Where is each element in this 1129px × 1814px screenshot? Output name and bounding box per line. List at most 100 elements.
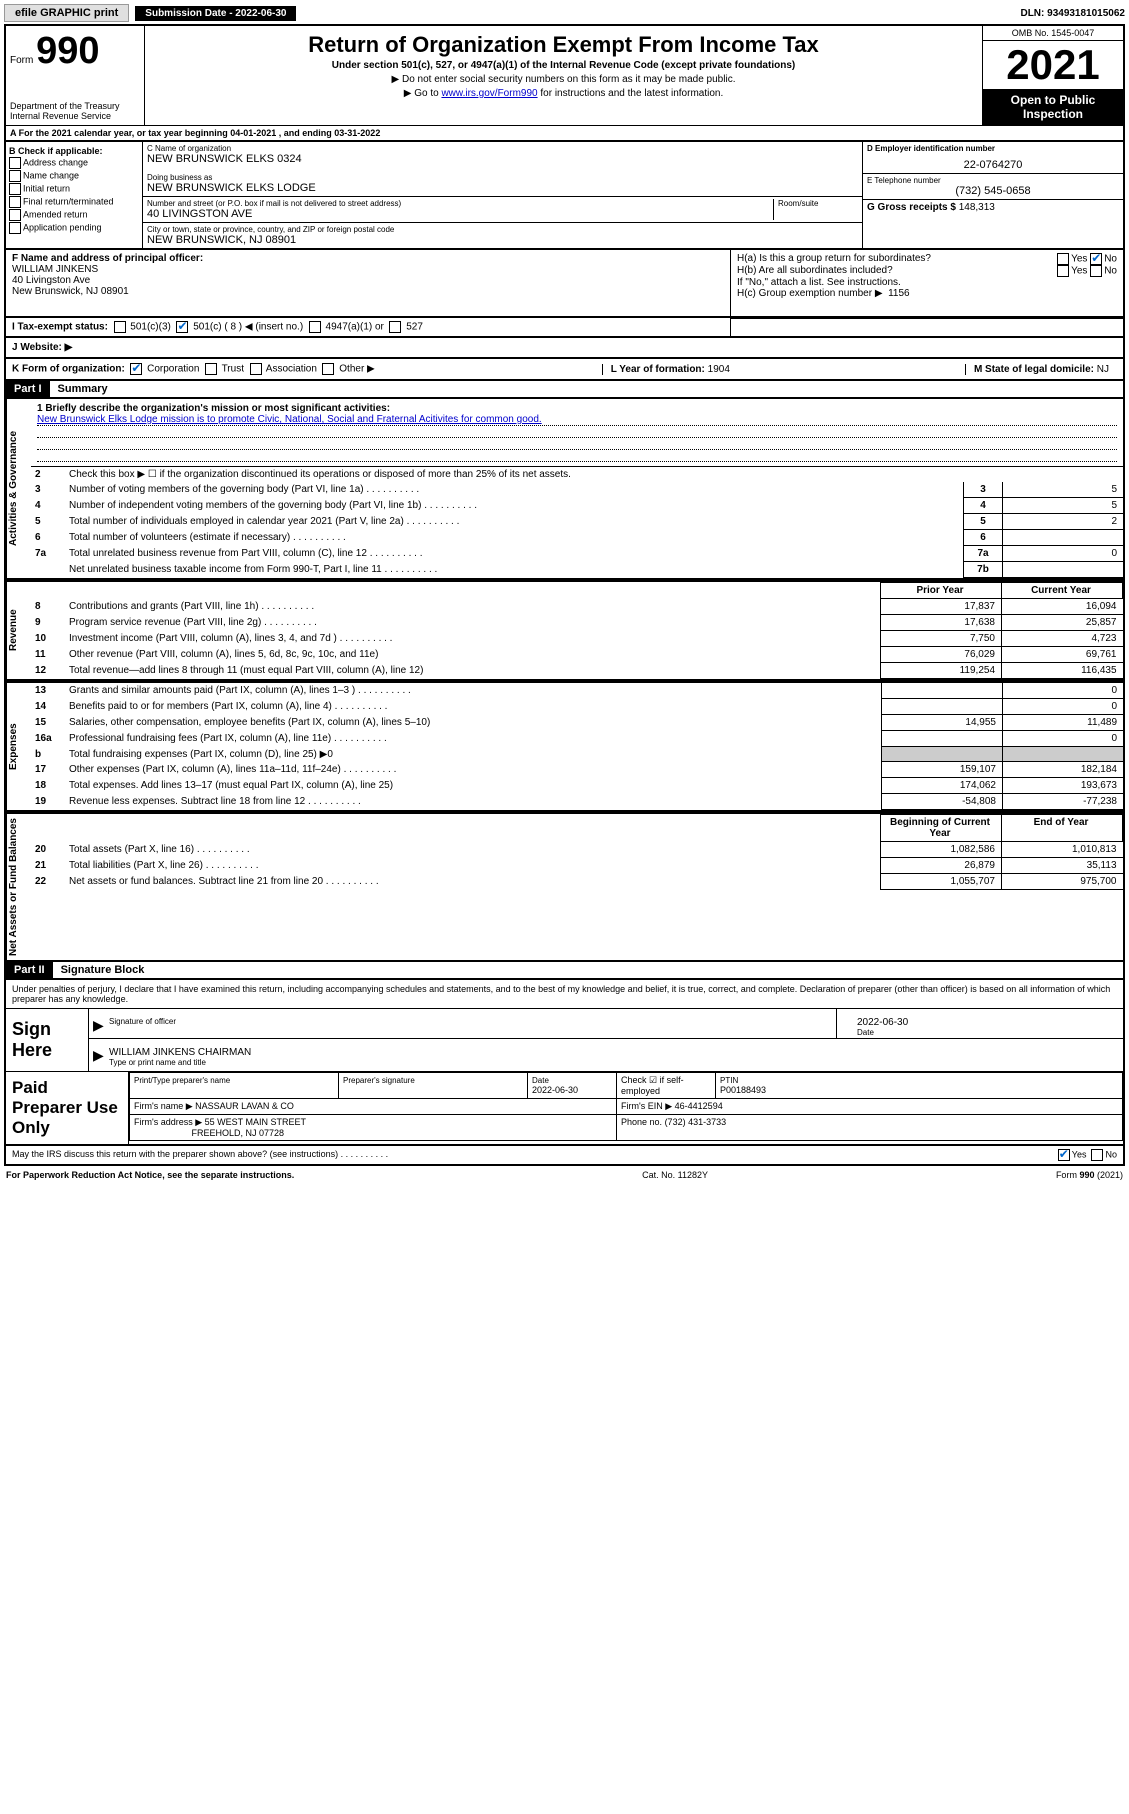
vtab-governance: Activities & Governance [6, 399, 31, 578]
firm-name-label: Firm's name ▶ [134, 1101, 193, 1111]
form-org-label: K Form of organization: [12, 364, 125, 375]
section-b-heading: B Check if applicable: [9, 146, 139, 156]
line-16a-current: 0 [1003, 731, 1124, 747]
city-value: NEW BRUNSWICK, NJ 08901 [147, 234, 858, 246]
line-k: K Form of organization: Corporation Trus… [4, 359, 1125, 381]
org-name-label: C Name of organization [147, 144, 858, 153]
efile-button[interactable]: efile GRAPHIC print [4, 4, 129, 22]
line-5-value: 2 [1003, 514, 1124, 530]
officer-label: F Name and address of principal officer: [12, 253, 724, 264]
line-10-current: 4,723 [1002, 631, 1123, 647]
line-8-current: 16,094 [1002, 599, 1123, 615]
cb-name-change[interactable]: Name change [23, 170, 79, 180]
declaration-text: Under penalties of perjury, I declare th… [6, 980, 1123, 1008]
discuss-no[interactable]: No [1105, 1149, 1117, 1159]
cb-final-return[interactable]: Final return/terminated [23, 196, 114, 206]
line-6-value [1003, 530, 1124, 546]
line-9-current: 25,857 [1002, 615, 1123, 631]
tax-exempt-label: I Tax-exempt status: [12, 322, 108, 333]
phone-label: E Telephone number [867, 176, 1119, 185]
begin-year-header: Beginning of Current Year [881, 815, 1002, 842]
hb-no[interactable]: No [1104, 266, 1117, 277]
cb-application-pending[interactable]: Application pending [23, 222, 102, 232]
cb-initial-return[interactable]: Initial return [23, 183, 70, 193]
part2-header: Part II [6, 962, 53, 978]
submission-date: Submission Date - 2022-06-30 [135, 6, 296, 21]
line-15-prior: 14,955 [882, 715, 1003, 731]
line-21-begin: 26,879 [881, 858, 1002, 874]
ha-no[interactable]: No [1104, 254, 1117, 265]
omb-number: OMB No. 1545-0047 [983, 26, 1123, 41]
line-13-prior [882, 683, 1003, 699]
form-title: Return of Organization Exempt From Incom… [149, 32, 978, 58]
cb-address-change[interactable]: Address change [23, 157, 88, 167]
line-20-begin: 1,082,586 [881, 842, 1002, 858]
form-number: 990 [36, 30, 99, 72]
note-ssn: ▶ Do not enter social security numbers o… [149, 74, 978, 85]
line-12-prior: 119,254 [881, 663, 1002, 679]
opt-corp[interactable]: Corporation [147, 364, 199, 375]
dept-label: Department of the Treasury Internal Reve… [10, 101, 140, 121]
hc-label: H(c) Group exemption number ▶ [737, 288, 883, 299]
line-16a-prior [882, 731, 1003, 747]
cb-amended-return[interactable]: Amended return [23, 209, 88, 219]
note2-post: for instructions and the latest informat… [538, 88, 724, 99]
line-19: Revenue less expenses. Subtract line 18 … [65, 794, 882, 810]
governance-table: 2Check this box ▶ ☐ if the organization … [31, 467, 1123, 578]
officer-addr1: 40 Livingston Ave [12, 275, 724, 286]
ha-yes[interactable]: Yes [1071, 254, 1087, 265]
irs-link[interactable]: www.irs.gov/Form990 [441, 88, 537, 99]
firm-name: NASSAUR LAVAN & CO [195, 1101, 294, 1111]
opt-other[interactable]: Other ▶ [339, 364, 374, 375]
opt-501c3[interactable]: 501(c)(3) [130, 322, 171, 333]
firm-ein: 46-4412594 [675, 1101, 723, 1111]
top-bar: efile GRAPHIC print Submission Date - 20… [4, 4, 1125, 22]
opt-501c[interactable]: 501(c) ( 8 ) ◀ (insert no.) [193, 322, 303, 333]
inspection-badge: Open to Public Inspection [983, 89, 1123, 125]
opt-4947[interactable]: 4947(a)(1) or [326, 322, 384, 333]
line-15: Salaries, other compensation, employee b… [65, 715, 882, 731]
line-11: Other revenue (Part VIII, column (A), li… [65, 647, 881, 663]
year-formation-value: 1904 [708, 364, 730, 375]
firm-phone: (732) 431-3733 [665, 1117, 727, 1127]
line-19-current: -77,238 [1003, 794, 1124, 810]
firm-addr-label: Firm's address ▶ [134, 1117, 202, 1127]
phone-value: (732) 545-0658 [867, 185, 1119, 197]
opt-trust[interactable]: Trust [222, 364, 244, 375]
org-name: NEW BRUNSWICK ELKS 0324 [147, 153, 858, 165]
opt-527[interactable]: 527 [406, 322, 423, 333]
sig-officer-label: Signature of officer [109, 1017, 830, 1026]
line-18-current: 193,673 [1003, 778, 1124, 794]
summary-expenses: Expenses 13Grants and similar amounts pa… [4, 681, 1125, 812]
line-6: Total number of volunteers (estimate if … [65, 530, 964, 546]
line-15-current: 11,489 [1003, 715, 1124, 731]
discuss-row: May the IRS discuss this return with the… [4, 1146, 1125, 1166]
website-label: J Website: ▶ [12, 342, 72, 353]
line-7b: Net unrelated business taxable income fr… [65, 562, 964, 578]
line-14-current: 0 [1003, 699, 1124, 715]
line-18-prior: 174,062 [882, 778, 1003, 794]
note2-pre: ▶ Go to [404, 88, 442, 99]
hb-yes[interactable]: Yes [1071, 266, 1087, 277]
sign-here-label: Sign Here [6, 1009, 88, 1071]
vtab-revenue: Revenue [6, 582, 31, 679]
sig-date-label: Date [857, 1028, 1117, 1037]
line-13: Grants and similar amounts paid (Part IX… [65, 683, 882, 699]
opt-assoc[interactable]: Association [266, 364, 317, 375]
line-17-current: 182,184 [1003, 762, 1124, 778]
tax-year: 2021 [983, 41, 1123, 89]
line-i: I Tax-exempt status: 501(c)(3) 501(c) ( … [4, 318, 1125, 338]
city-label: City or town, state or province, country… [147, 225, 858, 234]
summary-revenue: Revenue Prior YearCurrent Year 8Contribu… [4, 580, 1125, 681]
line-22-end: 975,700 [1002, 874, 1123, 890]
mission-q: 1 Briefly describe the organization's mi… [37, 403, 1117, 414]
line-7b-value [1003, 562, 1124, 578]
end-year-header: End of Year [1002, 815, 1123, 842]
discuss-yes[interactable]: Yes [1072, 1149, 1087, 1159]
prep-date: 2022-06-30 [532, 1085, 578, 1095]
vtab-netassets: Net Assets or Fund Balances [6, 814, 31, 960]
firm-ein-label: Firm's EIN ▶ [621, 1101, 672, 1111]
line-17-prior: 159,107 [882, 762, 1003, 778]
firm-phone-label: Phone no. [621, 1117, 662, 1127]
line-11-current: 69,761 [1002, 647, 1123, 663]
